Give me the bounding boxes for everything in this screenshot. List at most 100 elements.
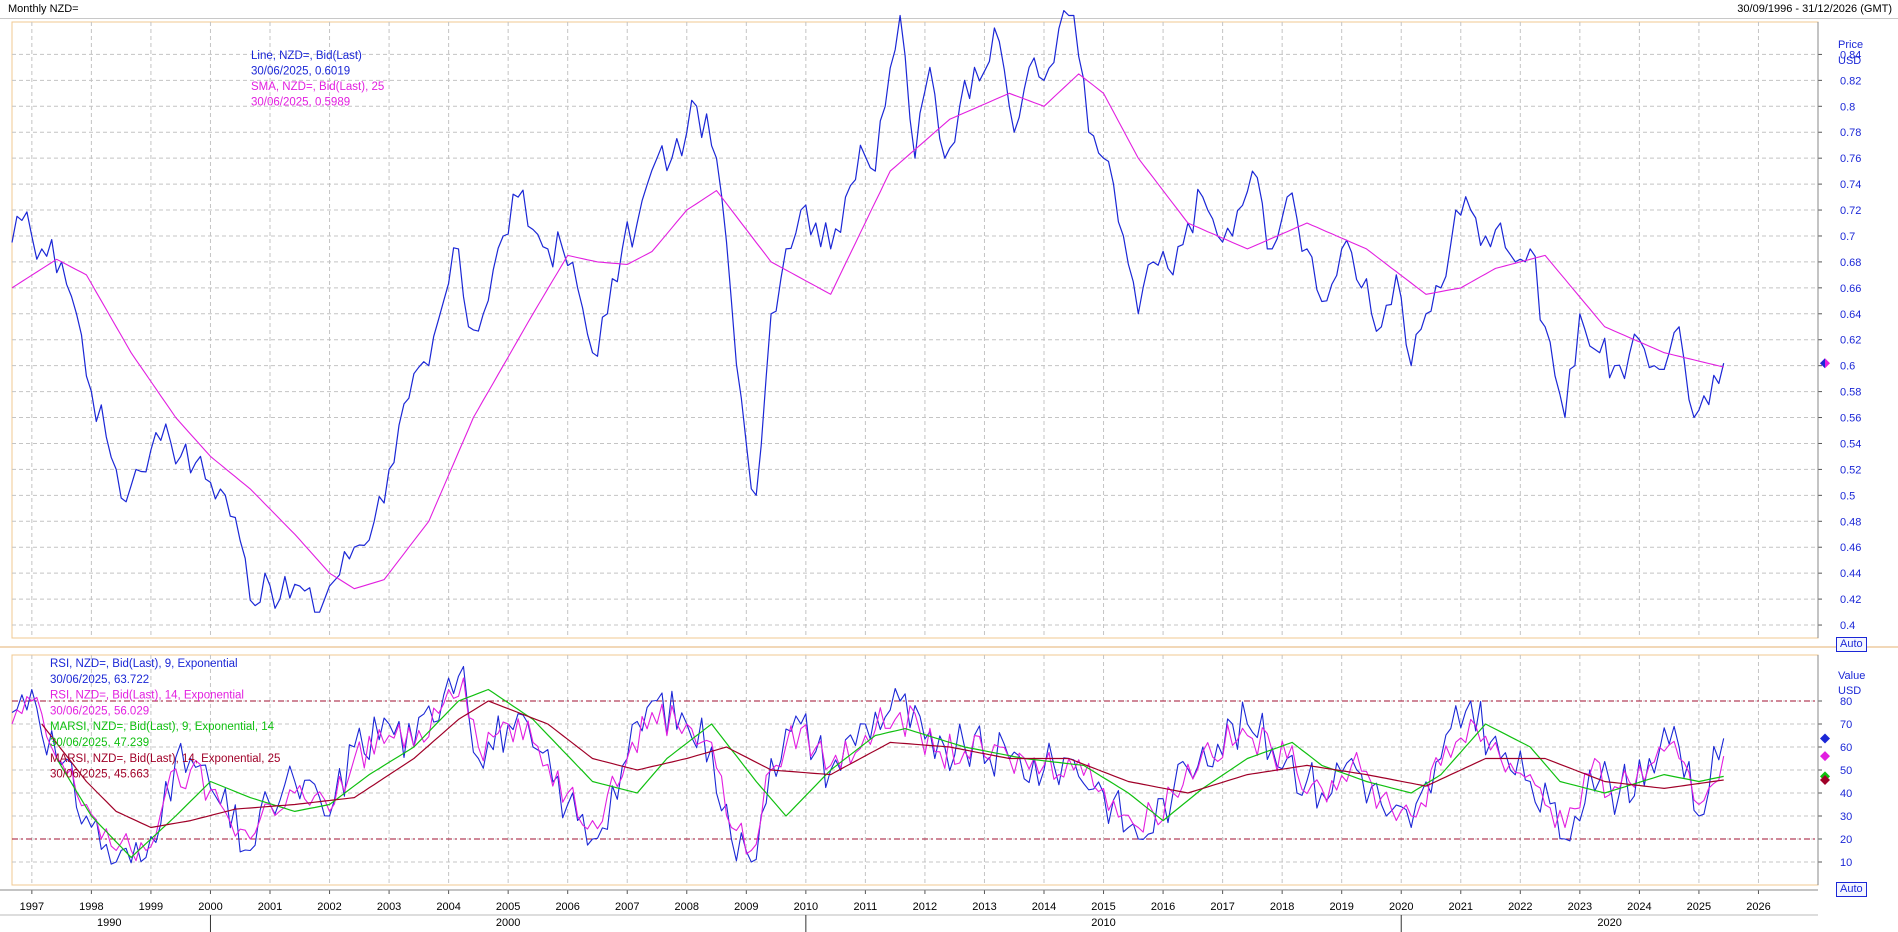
indicator-y-tick-label: 20 [1840, 834, 1852, 846]
price-y-tick-label: 0.72 [1840, 205, 1861, 217]
price-auto-scale-button[interactable]: Auto [1836, 637, 1867, 652]
price-panel-lines [11, 10, 1725, 613]
x-axis-year-label: 2000 [198, 901, 222, 913]
price-legend-entry: Line, NZD=, Bid(Last) [251, 50, 362, 62]
price-y-tick-label: 0.84 [1840, 49, 1861, 61]
indicator-y-tick-label: 30 [1840, 811, 1852, 823]
price-y-tick-label: 0.62 [1840, 335, 1861, 347]
indicator-panel-lines [11, 665, 1725, 865]
x-axis-year-label: 2009 [734, 901, 758, 913]
indicator-y-tick-label: 80 [1840, 696, 1852, 708]
price-y-tick-label: 0.56 [1840, 413, 1861, 425]
indicator-legend-entry: RSI, NZD=, Bid(Last), 14, Exponential [50, 690, 244, 702]
axes: 1997 1998 1999 2000 2001 2002 2003 2004 2005 2006… [0, 22, 1865, 932]
x-axis-year-label: 2002 [317, 901, 341, 913]
marsi-14-25-series-last-marker [1820, 774, 1830, 785]
chart-instrument-title: Monthly NZD= [8, 3, 79, 15]
x-axis-year-label: 2017 [1210, 901, 1234, 913]
rsi-9-series-last-marker [1820, 733, 1830, 744]
x-axis-year-label: 2003 [377, 901, 401, 913]
price-y-tick-label: 0.5 [1840, 490, 1855, 502]
indicator-legend-entry: MARSI, NZD=, Bid(Last), 9, Exponential, … [50, 721, 275, 733]
price-y-tick-label: 0.68 [1840, 257, 1861, 269]
price-legend-entry: 30/06/2025, 0.5989 [251, 97, 350, 109]
x-axis-year-label: 2025 [1687, 901, 1711, 913]
marsi-14-25-series[interactable] [41, 700, 1724, 829]
indicator-y-tick-label: 50 [1840, 765, 1852, 777]
price-sma-series[interactable] [11, 73, 1724, 590]
price-y-tick-label: 0.74 [1840, 179, 1861, 191]
indicator-y-tick-label: 40 [1840, 788, 1852, 800]
x-axis-year-label: 2012 [913, 901, 937, 913]
x-axis-decade-label: 2000 [496, 917, 520, 929]
x-axis-year-label: 2006 [555, 901, 579, 913]
price-y-tick-label: 0.64 [1840, 309, 1861, 321]
x-axis-year-label: 2011 [854, 901, 878, 913]
x-axis-year-label: 2007 [615, 901, 639, 913]
x-axis-year-label: 2026 [1746, 901, 1770, 913]
indicator-panel-grid [11, 654, 1819, 886]
price-legend-entry: SMA, NZD=, Bid(Last), 25 [251, 81, 384, 93]
rsi-9-series[interactable] [11, 665, 1725, 865]
price-axis-title: Price [1838, 39, 1863, 51]
price-y-tick-label: 0.7 [1840, 231, 1855, 243]
indicator-legend-entry: 30/06/2025, 47.239 [50, 737, 149, 749]
x-axis-year-label: 2015 [1091, 901, 1115, 913]
price-line-series[interactable] [11, 10, 1725, 613]
x-axis-decade-label: 2020 [1597, 917, 1621, 929]
price-y-tick-label: 0.46 [1840, 542, 1861, 554]
price-y-tick-label: 0.48 [1840, 516, 1861, 528]
price-last-value-marker-line [1820, 358, 1825, 369]
x-axis-year-label: 2014 [1032, 901, 1056, 913]
indicator-y-tick-label: 60 [1840, 742, 1852, 754]
price-panel-frame [11, 21, 1819, 639]
x-axis-year-label: 2016 [1151, 901, 1175, 913]
x-axis-year-label: 1997 [20, 901, 44, 913]
price-y-tick-label: 0.82 [1840, 75, 1861, 87]
price-y-tick-label: 0.66 [1840, 283, 1861, 295]
x-axis-decade-label: 2010 [1091, 917, 1115, 929]
price-y-tick-label: 0.58 [1840, 387, 1861, 399]
price-y-tick-label: 0.42 [1840, 594, 1861, 606]
price-y-tick-label: 0.76 [1840, 153, 1861, 165]
marsi-9-14-series[interactable] [56, 688, 1724, 858]
x-axis-year-label: 2024 [1627, 901, 1651, 913]
indicator-y-tick-label: 70 [1840, 719, 1852, 731]
chart-header-bar: Monthly NZD= 30/09/1996 - 31/12/2026 (GM… [0, 0, 1898, 19]
price-y-tick-label: 0.4 [1840, 620, 1855, 632]
x-axis-year-label: 2005 [496, 901, 520, 913]
x-axis-year-label: 2018 [1270, 901, 1294, 913]
indicator-legend-entry: MARSI, NZD=, Bid(Last), 14, Exponential,… [50, 753, 280, 765]
rsi-14-series[interactable] [11, 677, 1725, 862]
x-axis-decade-label: 1990 [97, 917, 121, 929]
x-axis-year-label: 2001 [258, 901, 282, 913]
x-axis-year-label: 2023 [1568, 901, 1592, 913]
price-y-tick-label: 0.78 [1840, 127, 1861, 139]
legends: Line, NZD=, Bid(Last) 30/06/2025, 0.6019 S… [50, 50, 384, 781]
x-axis-year-label: 1999 [139, 901, 163, 913]
price-y-tick-label: 0.44 [1840, 568, 1861, 580]
indicator-axis-unit: USD [1838, 685, 1861, 697]
indicator-y-tick-label: 10 [1840, 857, 1852, 869]
x-axis-year-label: 2019 [1329, 901, 1353, 913]
x-axis-year-label: 2004 [436, 901, 460, 913]
price-y-tick-label: 0.52 [1840, 464, 1861, 476]
indicator-legend-entry: 30/06/2025, 45.663 [50, 769, 149, 781]
price-y-tick-label: 0.8 [1840, 101, 1855, 113]
price-legend-entry: 30/06/2025, 0.6019 [251, 66, 350, 78]
x-axis-year-label: 2020 [1389, 901, 1413, 913]
price-y-tick-label: 0.6 [1840, 361, 1855, 373]
x-axis-year-label: 2013 [972, 901, 996, 913]
indicator-legend-entry: 30/06/2025, 56.029 [50, 705, 149, 717]
chart-date-range: 30/09/1996 - 31/12/2026 (GMT) [1737, 3, 1892, 15]
price-axis-unit: USD [1838, 55, 1861, 67]
x-axis-year-label: 2008 [675, 901, 699, 913]
indicator-auto-scale-button[interactable]: Auto [1836, 882, 1867, 897]
indicator-axis-title: Value [1838, 670, 1865, 682]
indicator-legend-entry: RSI, NZD=, Bid(Last), 9, Exponential [50, 658, 238, 670]
rsi-14-series-last-marker [1820, 751, 1830, 762]
price-panel-grid [0, 21, 1898, 648]
indicator-legend-entry: 30/06/2025, 63.722 [50, 674, 149, 686]
